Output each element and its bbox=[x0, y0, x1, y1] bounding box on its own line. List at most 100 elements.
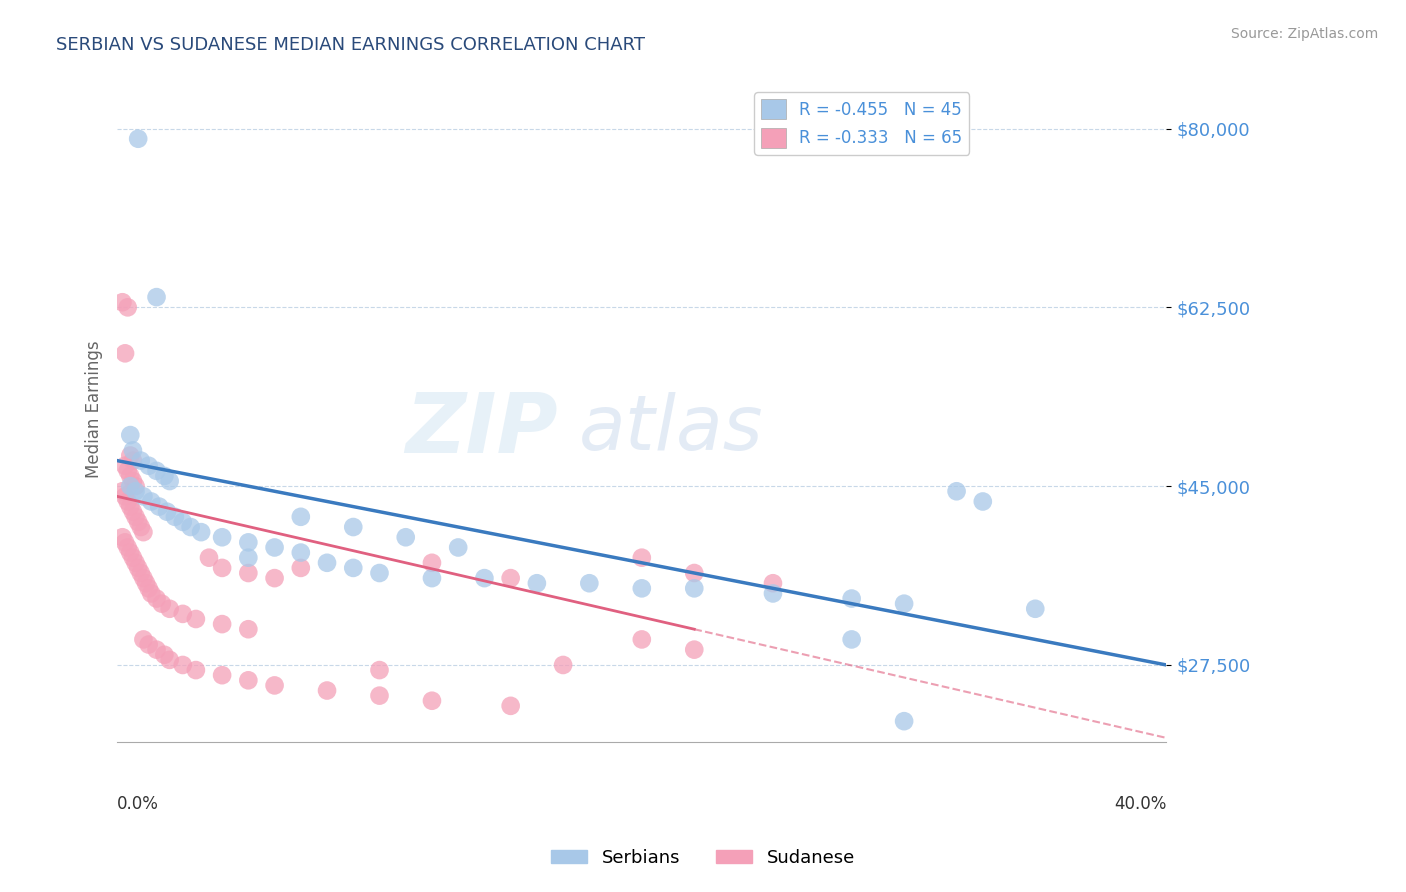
Point bbox=[127, 515, 149, 529]
Point bbox=[127, 561, 149, 575]
Y-axis label: Median Earnings: Median Earnings bbox=[86, 341, 103, 478]
Point bbox=[683, 642, 706, 657]
Point bbox=[316, 683, 339, 698]
Point bbox=[159, 653, 181, 667]
Point bbox=[841, 591, 863, 606]
Point bbox=[526, 576, 548, 591]
Point bbox=[972, 494, 994, 508]
Point bbox=[290, 561, 312, 575]
Text: atlas: atlas bbox=[579, 392, 763, 467]
Point bbox=[117, 464, 139, 478]
Point bbox=[132, 632, 155, 647]
Point bbox=[156, 505, 179, 519]
Point bbox=[138, 638, 160, 652]
Point bbox=[163, 509, 186, 524]
Point bbox=[129, 453, 152, 467]
Point bbox=[120, 449, 142, 463]
Point bbox=[124, 509, 146, 524]
Point bbox=[316, 556, 339, 570]
Point bbox=[122, 505, 145, 519]
Point bbox=[630, 582, 652, 596]
Point bbox=[145, 464, 167, 478]
Point bbox=[841, 632, 863, 647]
Point bbox=[159, 474, 181, 488]
Point bbox=[141, 586, 163, 600]
Point bbox=[447, 541, 470, 555]
Point bbox=[122, 453, 145, 467]
Point bbox=[129, 520, 152, 534]
Point bbox=[145, 290, 167, 304]
Point bbox=[190, 525, 212, 540]
Point bbox=[420, 571, 443, 585]
Point bbox=[141, 494, 163, 508]
Point bbox=[132, 489, 155, 503]
Point bbox=[342, 561, 364, 575]
Point bbox=[153, 469, 176, 483]
Point bbox=[762, 586, 785, 600]
Point bbox=[135, 576, 157, 591]
Point bbox=[111, 530, 134, 544]
Point bbox=[153, 648, 176, 662]
Point bbox=[120, 469, 142, 483]
Point bbox=[762, 576, 785, 591]
Point bbox=[290, 509, 312, 524]
Point bbox=[180, 520, 202, 534]
Point bbox=[172, 515, 194, 529]
Legend: R = -0.455   N = 45, R = -0.333   N = 65: R = -0.455 N = 45, R = -0.333 N = 65 bbox=[755, 93, 969, 154]
Point bbox=[129, 566, 152, 580]
Point bbox=[132, 525, 155, 540]
Point bbox=[138, 582, 160, 596]
Point bbox=[238, 673, 260, 688]
Point bbox=[120, 479, 142, 493]
Point bbox=[238, 535, 260, 549]
Point bbox=[172, 657, 194, 672]
Text: SERBIAN VS SUDANESE MEDIAN EARNINGS CORRELATION CHART: SERBIAN VS SUDANESE MEDIAN EARNINGS CORR… bbox=[56, 36, 645, 54]
Point bbox=[474, 571, 496, 585]
Point bbox=[420, 556, 443, 570]
Point bbox=[120, 500, 142, 514]
Point bbox=[420, 694, 443, 708]
Point bbox=[945, 484, 967, 499]
Point bbox=[290, 545, 312, 559]
Point bbox=[122, 550, 145, 565]
Point bbox=[117, 301, 139, 315]
Point bbox=[145, 591, 167, 606]
Point bbox=[111, 295, 134, 310]
Point bbox=[122, 474, 145, 488]
Point bbox=[263, 541, 285, 555]
Text: ZIP: ZIP bbox=[405, 389, 558, 470]
Point bbox=[263, 678, 285, 692]
Point bbox=[238, 622, 260, 636]
Point bbox=[630, 632, 652, 647]
Point bbox=[150, 597, 173, 611]
Point bbox=[114, 489, 136, 503]
Point bbox=[122, 443, 145, 458]
Point bbox=[395, 530, 418, 544]
Point bbox=[145, 642, 167, 657]
Point bbox=[114, 535, 136, 549]
Point bbox=[124, 556, 146, 570]
Point bbox=[211, 617, 233, 632]
Text: 0.0%: 0.0% bbox=[117, 795, 159, 813]
Point bbox=[124, 479, 146, 493]
Text: Source: ZipAtlas.com: Source: ZipAtlas.com bbox=[1230, 27, 1378, 41]
Point bbox=[893, 597, 915, 611]
Point bbox=[211, 668, 233, 682]
Point bbox=[211, 561, 233, 575]
Point bbox=[893, 714, 915, 728]
Point bbox=[172, 607, 194, 621]
Point bbox=[499, 571, 522, 585]
Point bbox=[120, 545, 142, 559]
Point bbox=[114, 458, 136, 473]
Point bbox=[499, 698, 522, 713]
Point bbox=[630, 550, 652, 565]
Point bbox=[198, 550, 221, 565]
Point bbox=[127, 132, 149, 146]
Point bbox=[683, 582, 706, 596]
Legend: Serbians, Sudanese: Serbians, Sudanese bbox=[544, 842, 862, 874]
Point bbox=[124, 484, 146, 499]
Text: 40.0%: 40.0% bbox=[1114, 795, 1167, 813]
Point bbox=[553, 657, 575, 672]
Point bbox=[368, 689, 391, 703]
Point bbox=[578, 576, 600, 591]
